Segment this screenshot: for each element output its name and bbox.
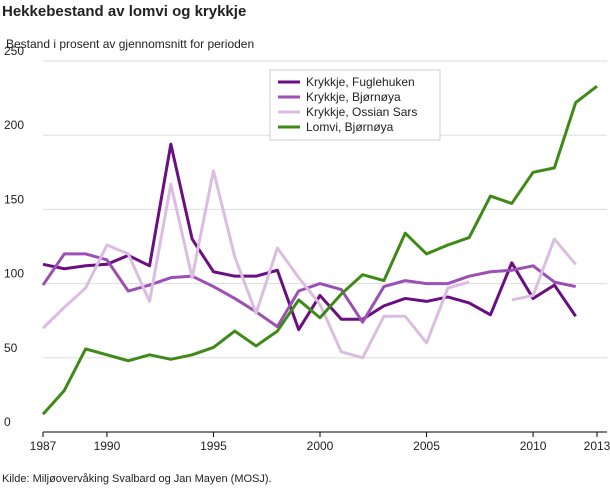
series-line [41,252,576,329]
legend-label: Krykkje, Ossian Sars [306,105,417,119]
x-tick-label: 2010 [520,439,547,453]
legend-label: Krykkje, Fuglehuken [306,75,415,89]
x-tick-label: 2000 [307,439,334,453]
x-tick-label: 2005 [413,439,440,453]
chart-title: Hekkebestand av lomvi og krykkje [2,3,246,20]
legend-label: Lomvi, Bjørnøya [306,120,394,134]
y-tick-label: 0 [4,415,11,429]
x-tick-label: 2013 [584,439,610,453]
subtitle: Bestand i prosent av gjennomsnitt for pe… [6,37,254,51]
legend-label: Krykkje, Bjørnøya [306,90,401,104]
y-tick-label: 100 [4,267,24,281]
y-tick-label: 50 [4,341,18,355]
x-tick-label: 1987 [30,439,57,453]
y-tick-label: 250 [4,44,24,58]
series-line [41,169,577,360]
series-line [42,142,577,332]
x-tick-label: 1995 [200,439,227,453]
source: Kilde: Miljøovervåking Svalbard og Jan M… [2,473,272,485]
y-tick-label: 150 [4,192,24,206]
y-tick-label: 200 [4,118,24,132]
x-tick-label: 1990 [94,439,121,453]
series-line [41,85,598,416]
